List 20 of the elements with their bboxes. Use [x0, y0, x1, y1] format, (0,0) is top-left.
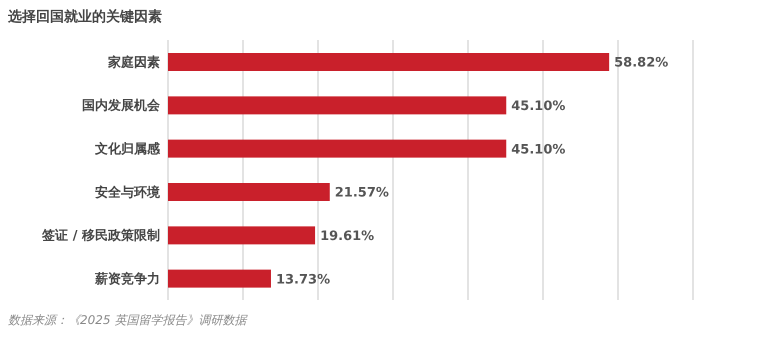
- bar: [168, 53, 610, 71]
- y-tick-label: 国内发展机会: [82, 98, 161, 114]
- source-note: 数据来源：《2025 英国留学报告》调研数据: [8, 312, 249, 329]
- bar: [168, 226, 316, 244]
- bar: [168, 270, 271, 288]
- data-label: 21.57%: [334, 186, 389, 201]
- data-label: 13.73%: [276, 272, 330, 288]
- y-tick-label: 签证 / 移民政策限制: [41, 228, 160, 244]
- data-label: 58.82%: [614, 56, 668, 71]
- data-label: 45.10%: [511, 142, 566, 158]
- y-tick-label: 文化归属感: [94, 140, 161, 157]
- bar: [168, 96, 506, 114]
- chart-title: 选择回国就业的关键因素: [8, 8, 163, 27]
- y-tick-label: 家庭因素: [107, 54, 160, 70]
- data-label: 45.10%: [511, 98, 566, 114]
- bar: [168, 140, 506, 158]
- y-tick-label: 薪资竞争力: [94, 270, 160, 287]
- bar: [168, 183, 330, 201]
- data-label: 19.61%: [320, 228, 374, 244]
- y-tick-label: 安全与环境: [95, 184, 161, 200]
